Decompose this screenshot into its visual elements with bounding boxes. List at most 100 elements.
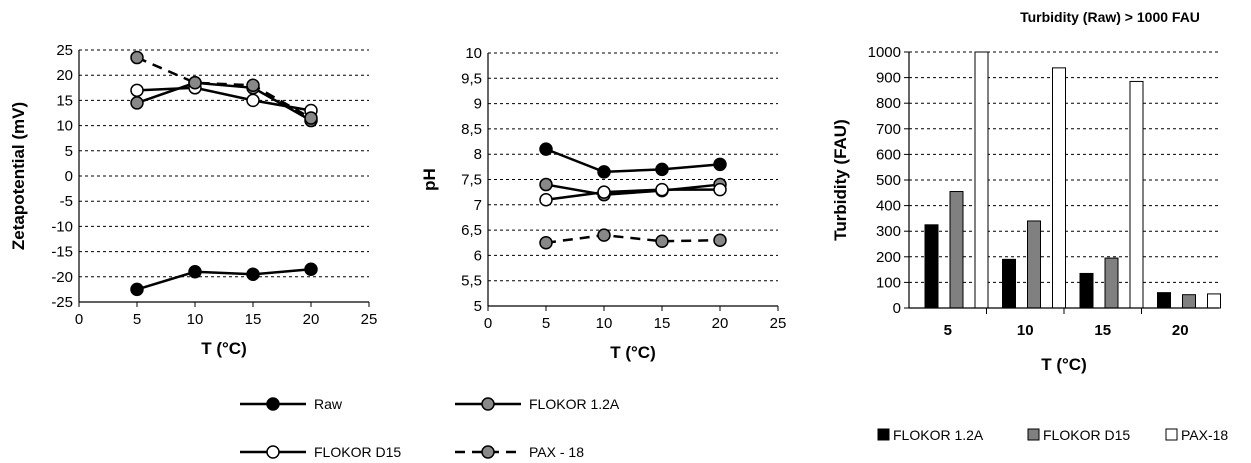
y-tick-label: 5 <box>65 143 73 160</box>
y-tick-label: 8,5 <box>461 121 482 138</box>
y-tick-label: 7 <box>474 197 482 214</box>
bar-chart-legend: FLOKOR 1.2A FLOKOR D15 PAX-18 <box>877 427 1228 443</box>
y-tick-label: 10 <box>465 45 482 62</box>
data-point-flokor-d15 <box>597 185 611 199</box>
y-tick-label: 5,5 <box>461 273 482 290</box>
turbidity-chart: Turbidity (Raw) > 1000 FAU 0 100 200 300 400… <box>831 9 1221 374</box>
zetapotential-chart: -25 -20 -15 -10 -5 0 5 10 15 20 25 0 5 10 15 20 25 T (°C)… <box>9 42 377 358</box>
x-tick-label: 25 <box>770 315 787 332</box>
y-tick-label: 600 <box>876 146 901 163</box>
bar-pax-18 <box>974 51 989 309</box>
x-tick-label: 10 <box>596 315 613 332</box>
y-tick-label: 15 <box>56 92 73 109</box>
data-point-raw <box>188 265 202 279</box>
x-axis-label: T (°C) <box>201 339 247 358</box>
y-tick-label: 400 <box>876 198 901 215</box>
y-tick-label: 10 <box>56 118 73 135</box>
data-point-raw <box>246 267 260 282</box>
data-point-pax-18 <box>188 76 202 90</box>
x-tick-label: 5 <box>542 315 550 332</box>
bar-flokor-d15 <box>1027 220 1041 309</box>
data-point-flokor-d15 <box>655 182 669 197</box>
legend-swatch-flokor-d15 <box>1027 428 1040 441</box>
data-point-pax-18 <box>246 78 260 93</box>
x-tick-label: 25 <box>361 311 378 328</box>
data-point-raw <box>539 142 553 156</box>
series-line-flokor-1-2a <box>545 183 721 196</box>
legend-label-flokor-1-2a: FLOKOR 1.2A <box>893 427 984 443</box>
legend-marker-flokor-1-2a <box>481 397 495 411</box>
legend-swatch-pax-18 <box>1165 428 1178 441</box>
data-point-raw <box>655 162 669 177</box>
data-point-pax-18 <box>130 50 144 65</box>
y-tick-label: 0 <box>65 168 73 185</box>
y-tick-label: -5 <box>60 193 73 210</box>
x-axis-label: T (°C) <box>1041 355 1087 374</box>
legend-label-flokor-d15: FLOKOR D15 <box>1043 427 1130 443</box>
y-tick-label: 6 <box>474 247 482 264</box>
y-tick-label: 700 <box>876 121 901 138</box>
x-tick-label: 10 <box>187 311 204 328</box>
y-tick-label: 9,5 <box>461 70 482 87</box>
data-point-pax-18 <box>713 233 727 247</box>
y-tick-label: 100 <box>876 274 901 291</box>
y-tick-label: 900 <box>876 70 901 87</box>
bar-flokor-1-2a <box>924 224 939 309</box>
y-axis-label: Zetapotential (mV) <box>9 102 28 250</box>
legend-label-raw: Raw <box>314 396 343 412</box>
y-tick-label: -20 <box>51 269 73 286</box>
y-tick-label: 1000 <box>868 44 901 61</box>
bar-pax-18 <box>1207 293 1221 309</box>
x-category-label: 10 <box>1017 322 1034 339</box>
y-tick-label: 25 <box>56 42 73 59</box>
y-tick-label: 300 <box>876 223 901 240</box>
x-axis-label: T (°C) <box>610 343 656 362</box>
turbidity-chart-title: Turbidity (Raw) > 1000 FAU <box>1020 9 1200 25</box>
y-tick-label: 200 <box>876 249 901 266</box>
y-tick-label: -10 <box>51 218 73 235</box>
data-point-flokor-1-2a <box>539 177 553 192</box>
series-line-flokor-d15 <box>545 188 720 201</box>
x-category-label: 20 <box>1172 322 1189 339</box>
data-point-flokor-d15 <box>713 182 727 197</box>
data-point-raw <box>304 262 318 276</box>
bar-flokor-d15 <box>949 191 964 309</box>
y-tick-label: 6,5 <box>461 222 482 239</box>
legend-marker-flokor-d15 <box>266 445 280 459</box>
series-line-flokor-d15 <box>136 86 312 112</box>
series-line-raw <box>545 147 721 174</box>
legend-label-pax-18: PAX-18 <box>1181 427 1228 443</box>
bar-flokor-1-2a <box>1157 292 1171 309</box>
y-tick-label: 0 <box>893 300 901 317</box>
legend-label-flokor-d15: FLOKOR D15 <box>314 444 401 460</box>
series-line-raw <box>136 267 312 291</box>
y-tick-label: 20 <box>56 67 73 84</box>
bar-flokor-d15 <box>1104 257 1119 309</box>
legend-swatch-flokor-1-2a <box>877 428 890 441</box>
data-point-pax-18 <box>655 234 669 248</box>
y-tick-label: 5 <box>474 298 482 315</box>
data-point-pax-18 <box>304 111 318 125</box>
y-tick-label: -15 <box>51 244 73 261</box>
legend-label-flokor-1-2a: FLOKOR 1.2A <box>529 396 620 412</box>
y-axis-label: pH <box>420 168 439 191</box>
legend-label-pax-18: PAX - 18 <box>529 444 584 460</box>
legend-marker-pax-18 <box>481 445 495 459</box>
series-line-pax-18 <box>545 233 721 244</box>
data-point-raw <box>597 165 611 179</box>
x-category-label: 15 <box>1094 322 1111 339</box>
bar-flokor-1-2a <box>1079 272 1094 309</box>
x-tick-label: 20 <box>303 311 320 328</box>
line-chart-legend: Raw FLOKOR 1.2A FLOKOR D15 PAX - 18 <box>240 396 620 460</box>
x-category-label: 5 <box>944 322 952 339</box>
x-tick-label: 15 <box>245 311 262 328</box>
y-tick-label: 9 <box>474 96 482 113</box>
x-tick-label: 0 <box>75 311 83 328</box>
bar-flokor-1-2a <box>1002 258 1016 309</box>
y-tick-label: -25 <box>51 294 73 311</box>
bar-pax-18 <box>1052 67 1066 309</box>
y-axis-label: Turbidity (FAU) <box>831 119 850 241</box>
data-point-raw <box>130 282 144 297</box>
